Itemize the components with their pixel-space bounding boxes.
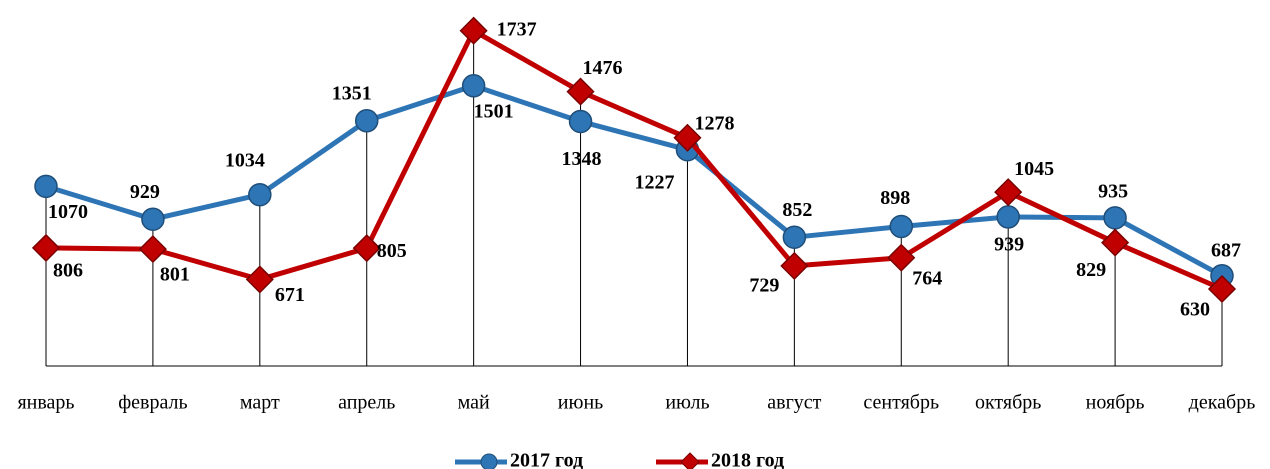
- data-label: 805: [377, 240, 407, 262]
- data-label: 801: [160, 264, 190, 286]
- data-label: 1737: [497, 18, 537, 40]
- x-tick-label: октябрь: [975, 392, 1041, 414]
- x-tick-label: ноябрь: [1086, 392, 1145, 414]
- marker: [887, 243, 916, 272]
- data-label: 764: [912, 267, 942, 289]
- data-label: 671: [275, 284, 305, 306]
- x-tick-label: январь: [17, 392, 74, 414]
- data-label: 929: [130, 181, 160, 203]
- data-label: 1476: [583, 57, 623, 79]
- x-tick-label: декабрь: [1189, 392, 1256, 414]
- marker: [1207, 274, 1237, 304]
- marker: [354, 109, 379, 133]
- series-line: [45, 83, 1224, 278]
- data-label: 687: [1211, 239, 1241, 261]
- marker: [31, 233, 61, 262]
- marker: [568, 109, 593, 134]
- series: [34, 74, 1234, 288]
- marker: [34, 174, 58, 199]
- legend-label: 2018 год: [711, 450, 784, 469]
- marker: [996, 205, 1020, 229]
- x-tick-label: май: [458, 392, 490, 414]
- x-tick-label: август: [767, 392, 821, 414]
- data-label: 898: [880, 187, 910, 209]
- data-label: 1348: [562, 148, 602, 170]
- data-label: 939: [994, 233, 1024, 255]
- x-tick-label: июнь: [558, 392, 603, 414]
- marker: [138, 235, 167, 264]
- x-tick-label: февраль: [118, 392, 187, 414]
- legend-marker: [680, 452, 700, 469]
- marker: [245, 265, 274, 294]
- marker: [782, 225, 807, 249]
- legend-item: 2017 год: [455, 450, 583, 469]
- x-tick-label: март: [240, 392, 280, 414]
- data-label: 630: [1180, 299, 1210, 321]
- data-label: 806: [53, 260, 83, 282]
- series: [31, 16, 1237, 304]
- marker: [248, 182, 272, 207]
- marker: [461, 74, 486, 98]
- marker: [1101, 228, 1130, 257]
- data-label: 1501: [474, 100, 514, 122]
- data-label: 1070: [48, 201, 88, 223]
- marker: [1103, 206, 1127, 230]
- marker: [673, 123, 702, 152]
- marker: [459, 16, 488, 45]
- series-line: [45, 28, 1223, 292]
- legend-label: 2017 год: [510, 450, 583, 469]
- x-tick-label: июль: [665, 392, 709, 414]
- data-label: 935: [1098, 180, 1128, 202]
- data-label: 1278: [694, 112, 734, 134]
- marker: [994, 178, 1023, 207]
- x-tick-label: сентябрь: [863, 392, 939, 414]
- legend-item: 2018 год: [656, 450, 784, 469]
- marker: [780, 251, 809, 280]
- legend-marker: [480, 453, 498, 469]
- marker: [352, 234, 381, 263]
- data-label: 1227: [634, 171, 674, 193]
- marker: [141, 207, 165, 231]
- data-label: 852: [782, 199, 812, 221]
- data-label: 1045: [1014, 158, 1054, 180]
- data-label: 1034: [225, 149, 265, 171]
- data-label: 829: [1076, 259, 1106, 281]
- marker: [889, 214, 914, 239]
- data-label: 729: [749, 274, 779, 296]
- marker: [566, 77, 595, 106]
- x-tick-label: апрель: [338, 392, 395, 414]
- data-label: 1351: [332, 82, 372, 104]
